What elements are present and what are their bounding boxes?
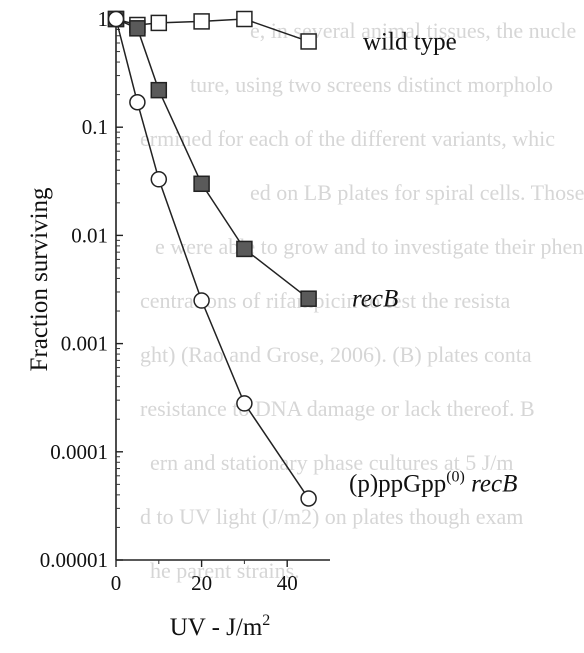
- y-tick-label: 0.1: [82, 115, 108, 139]
- data-point-square: [236, 10, 253, 28]
- series-label-wild-type: wild type: [363, 28, 457, 55]
- data-point-circle: [129, 94, 146, 111]
- background-text-line: ture, using two screens distinct morphol…: [190, 72, 553, 97]
- chart-labels: Fraction surviving UV - J/m2 wild type recB…: [26, 28, 517, 641]
- data-point-square: [129, 20, 146, 37]
- background-text-line: d to UV light (J/m2) on plates though ex…: [140, 504, 524, 529]
- series-line: [115, 18, 310, 300]
- series-label-part: recB: [465, 471, 518, 498]
- data-point-square: [193, 175, 210, 193]
- y-tick-label: 0.0001: [50, 440, 108, 464]
- x-tick-label: 0: [111, 571, 122, 595]
- x-tick-label: 20: [191, 571, 212, 595]
- background-text-line: ed on LB plates for spiral cells. Those …: [250, 180, 584, 205]
- series-label-recb: recB: [352, 286, 398, 313]
- data-point-square: [150, 14, 168, 32]
- data-point-square: [300, 33, 317, 50]
- series-label-part: (p)ppGpp: [349, 471, 446, 498]
- series-label-superscript: (0): [446, 469, 465, 486]
- data-point-square: [150, 81, 168, 99]
- background-text-line: ermined for each of the different varian…: [140, 126, 555, 151]
- y-axis-title: Fraction surviving: [26, 187, 53, 372]
- background-text-line: e were able to grow and to investigate t…: [155, 234, 584, 259]
- data-point-circle: [150, 171, 168, 188]
- y-tick-label: 0.01: [71, 223, 108, 247]
- y-tick-label: 0.00001: [40, 548, 108, 572]
- data-point-square: [193, 13, 210, 30]
- background-text-line: resistance to DNA damage or lack thereof…: [140, 396, 535, 421]
- data-point-circle: [193, 292, 210, 309]
- x-tick-label: 40: [277, 571, 298, 595]
- x-axis-title: UV - J/m2: [170, 612, 271, 641]
- data-point-circle: [107, 10, 125, 28]
- background-text-line: he parent strains.: [150, 558, 300, 583]
- series-markers: [107, 10, 317, 507]
- data-point-circle: [300, 490, 317, 507]
- background-text-line: ght) (Rao and Grose, 2006). (B) plates c…: [140, 342, 532, 367]
- y-tick-label: 1: [98, 7, 109, 31]
- y-tick-label: 0.001: [61, 332, 108, 356]
- x-axis-title-main: UV - J/m: [170, 614, 263, 641]
- x-axis-title-superscript: 2: [262, 612, 270, 629]
- background-text-line: ern and stationary phase cultures at 5 J…: [150, 450, 514, 475]
- data-point-circle: [236, 395, 253, 412]
- series-lines: [115, 18, 310, 499]
- series-label-ppgpp-recb: (p)ppGpp(0) recB: [349, 469, 517, 498]
- data-point-square: [236, 240, 253, 258]
- data-point-square: [300, 290, 317, 307]
- series-line: [115, 18, 310, 499]
